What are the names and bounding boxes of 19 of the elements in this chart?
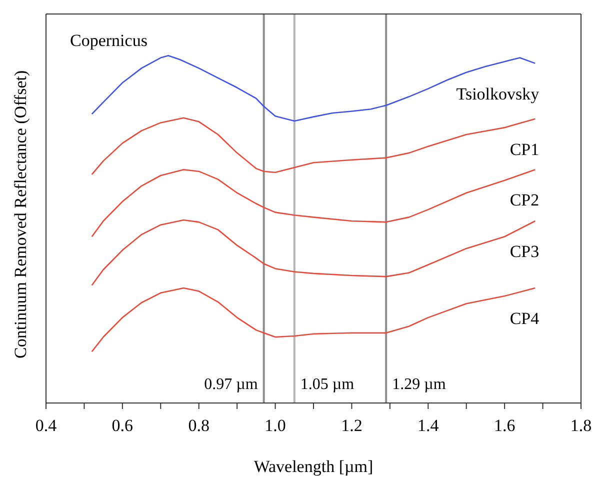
series-label: CP1	[510, 140, 540, 159]
x-tick-label: 1.2	[341, 416, 362, 436]
x-tick-label: 1.8	[570, 416, 592, 436]
text: Copernicus	[70, 31, 148, 50]
ref-line-label: 0.97 µm	[204, 376, 258, 393]
x-tick-label: 0.4	[35, 416, 58, 436]
x-axis-title: Wavelength [µm]	[254, 457, 374, 476]
x-tick-label: 1.6	[494, 416, 516, 436]
series-label: CP4	[510, 309, 540, 328]
y-axis-title: Continuum Removed Reflectance (Offset)	[11, 70, 30, 358]
ref-line-label: 1.05 µm	[300, 376, 355, 393]
x-tick-label: 0.6	[112, 416, 134, 436]
x-tick-label: 1.4	[418, 416, 440, 436]
x-tick-label: 1.0	[264, 416, 286, 436]
series-label: CP3	[510, 242, 540, 262]
x-tick-label: 0.8	[188, 416, 210, 436]
ref-line-label: 1.29 µm	[392, 376, 446, 393]
series-label: Tsiolkovsky	[456, 84, 540, 104]
series-label: CP2	[510, 190, 540, 210]
